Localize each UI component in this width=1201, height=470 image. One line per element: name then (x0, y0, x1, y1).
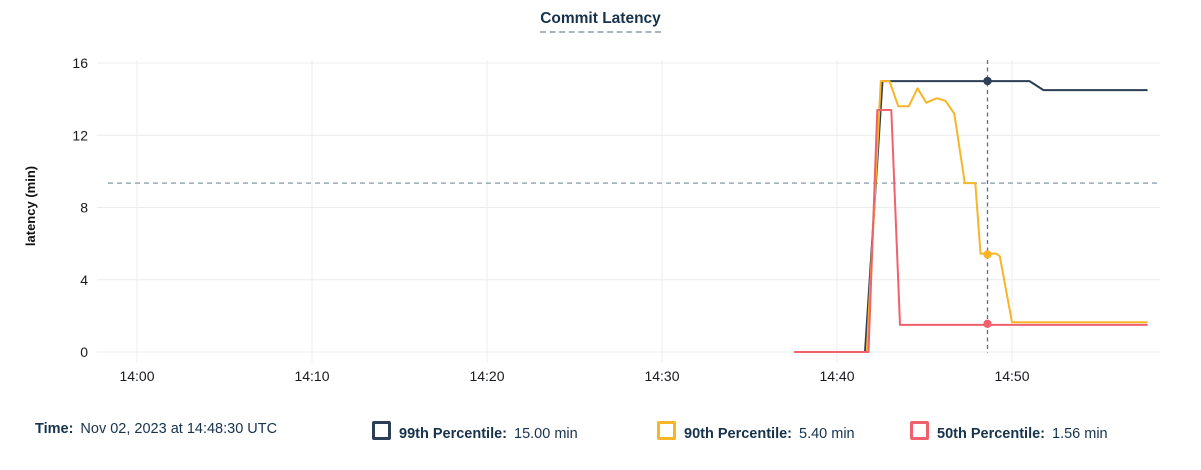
x-tick-label: 14:50 (994, 368, 1029, 384)
p50-value: 1.56 min (1052, 426, 1108, 442)
legend-item-90th-percentile[interactable]: 90th Percentile: 5.40 min (657, 421, 855, 442)
time-value: Nov 02, 2023 at 14:48:30 UTC (80, 421, 278, 437)
x-tick-label: 14:00 (119, 368, 154, 384)
y-tick-label: 16 (72, 55, 88, 71)
series-99th-percentile[interactable] (794, 80, 1148, 353)
cursor-dot-99th-percentile (983, 76, 992, 86)
p90-swatch-icon (657, 421, 676, 440)
cursor-dot-90th-percentile (983, 250, 992, 259)
y-tick-label: 4 (80, 272, 88, 288)
x-tick-label: 14:10 (294, 368, 329, 384)
x-tick-label: 14:20 (469, 368, 504, 384)
y-tick-label: 0 (80, 344, 88, 360)
time-readout: Time: Nov 02, 2023 at 14:48:30 UTC (35, 421, 277, 437)
p90-label: 90th Percentile: (684, 426, 792, 442)
title-row: Commit Latency (0, 10, 1201, 33)
p99-swatch-icon (372, 421, 391, 440)
p50-label: 50th Percentile: (937, 426, 1045, 442)
latency-line-chart[interactable]: 0 4 8 12 16 14:00 14:10 14:20 14:30 14:40 14:50 lat… (0, 0, 1201, 400)
x-tick-label: 14:30 (644, 368, 679, 384)
x-tick-label: 14:40 (819, 368, 854, 384)
p50-swatch-icon (910, 421, 929, 440)
y-tick-label: 8 (80, 200, 88, 216)
y-tick-label: 12 (72, 127, 88, 143)
y-axis-title: latency (min) (23, 166, 38, 246)
series-50th-percentile[interactable] (794, 109, 1148, 353)
p99-label: 99th Percentile: (399, 426, 507, 442)
legend-item-50th-percentile[interactable]: 50th Percentile: 1.56 min (910, 421, 1108, 442)
series-90th-percentile[interactable] (794, 80, 1148, 353)
chart-title[interactable]: Commit Latency (540, 10, 661, 33)
p90-value: 5.40 min (799, 426, 855, 442)
time-label: Time: (35, 421, 74, 437)
legend-item-99th-percentile[interactable]: 99th Percentile: 15.00 min (372, 421, 578, 442)
p99-value: 15.00 min (514, 426, 578, 442)
cursor-dot-50th-percentile (983, 319, 992, 329)
